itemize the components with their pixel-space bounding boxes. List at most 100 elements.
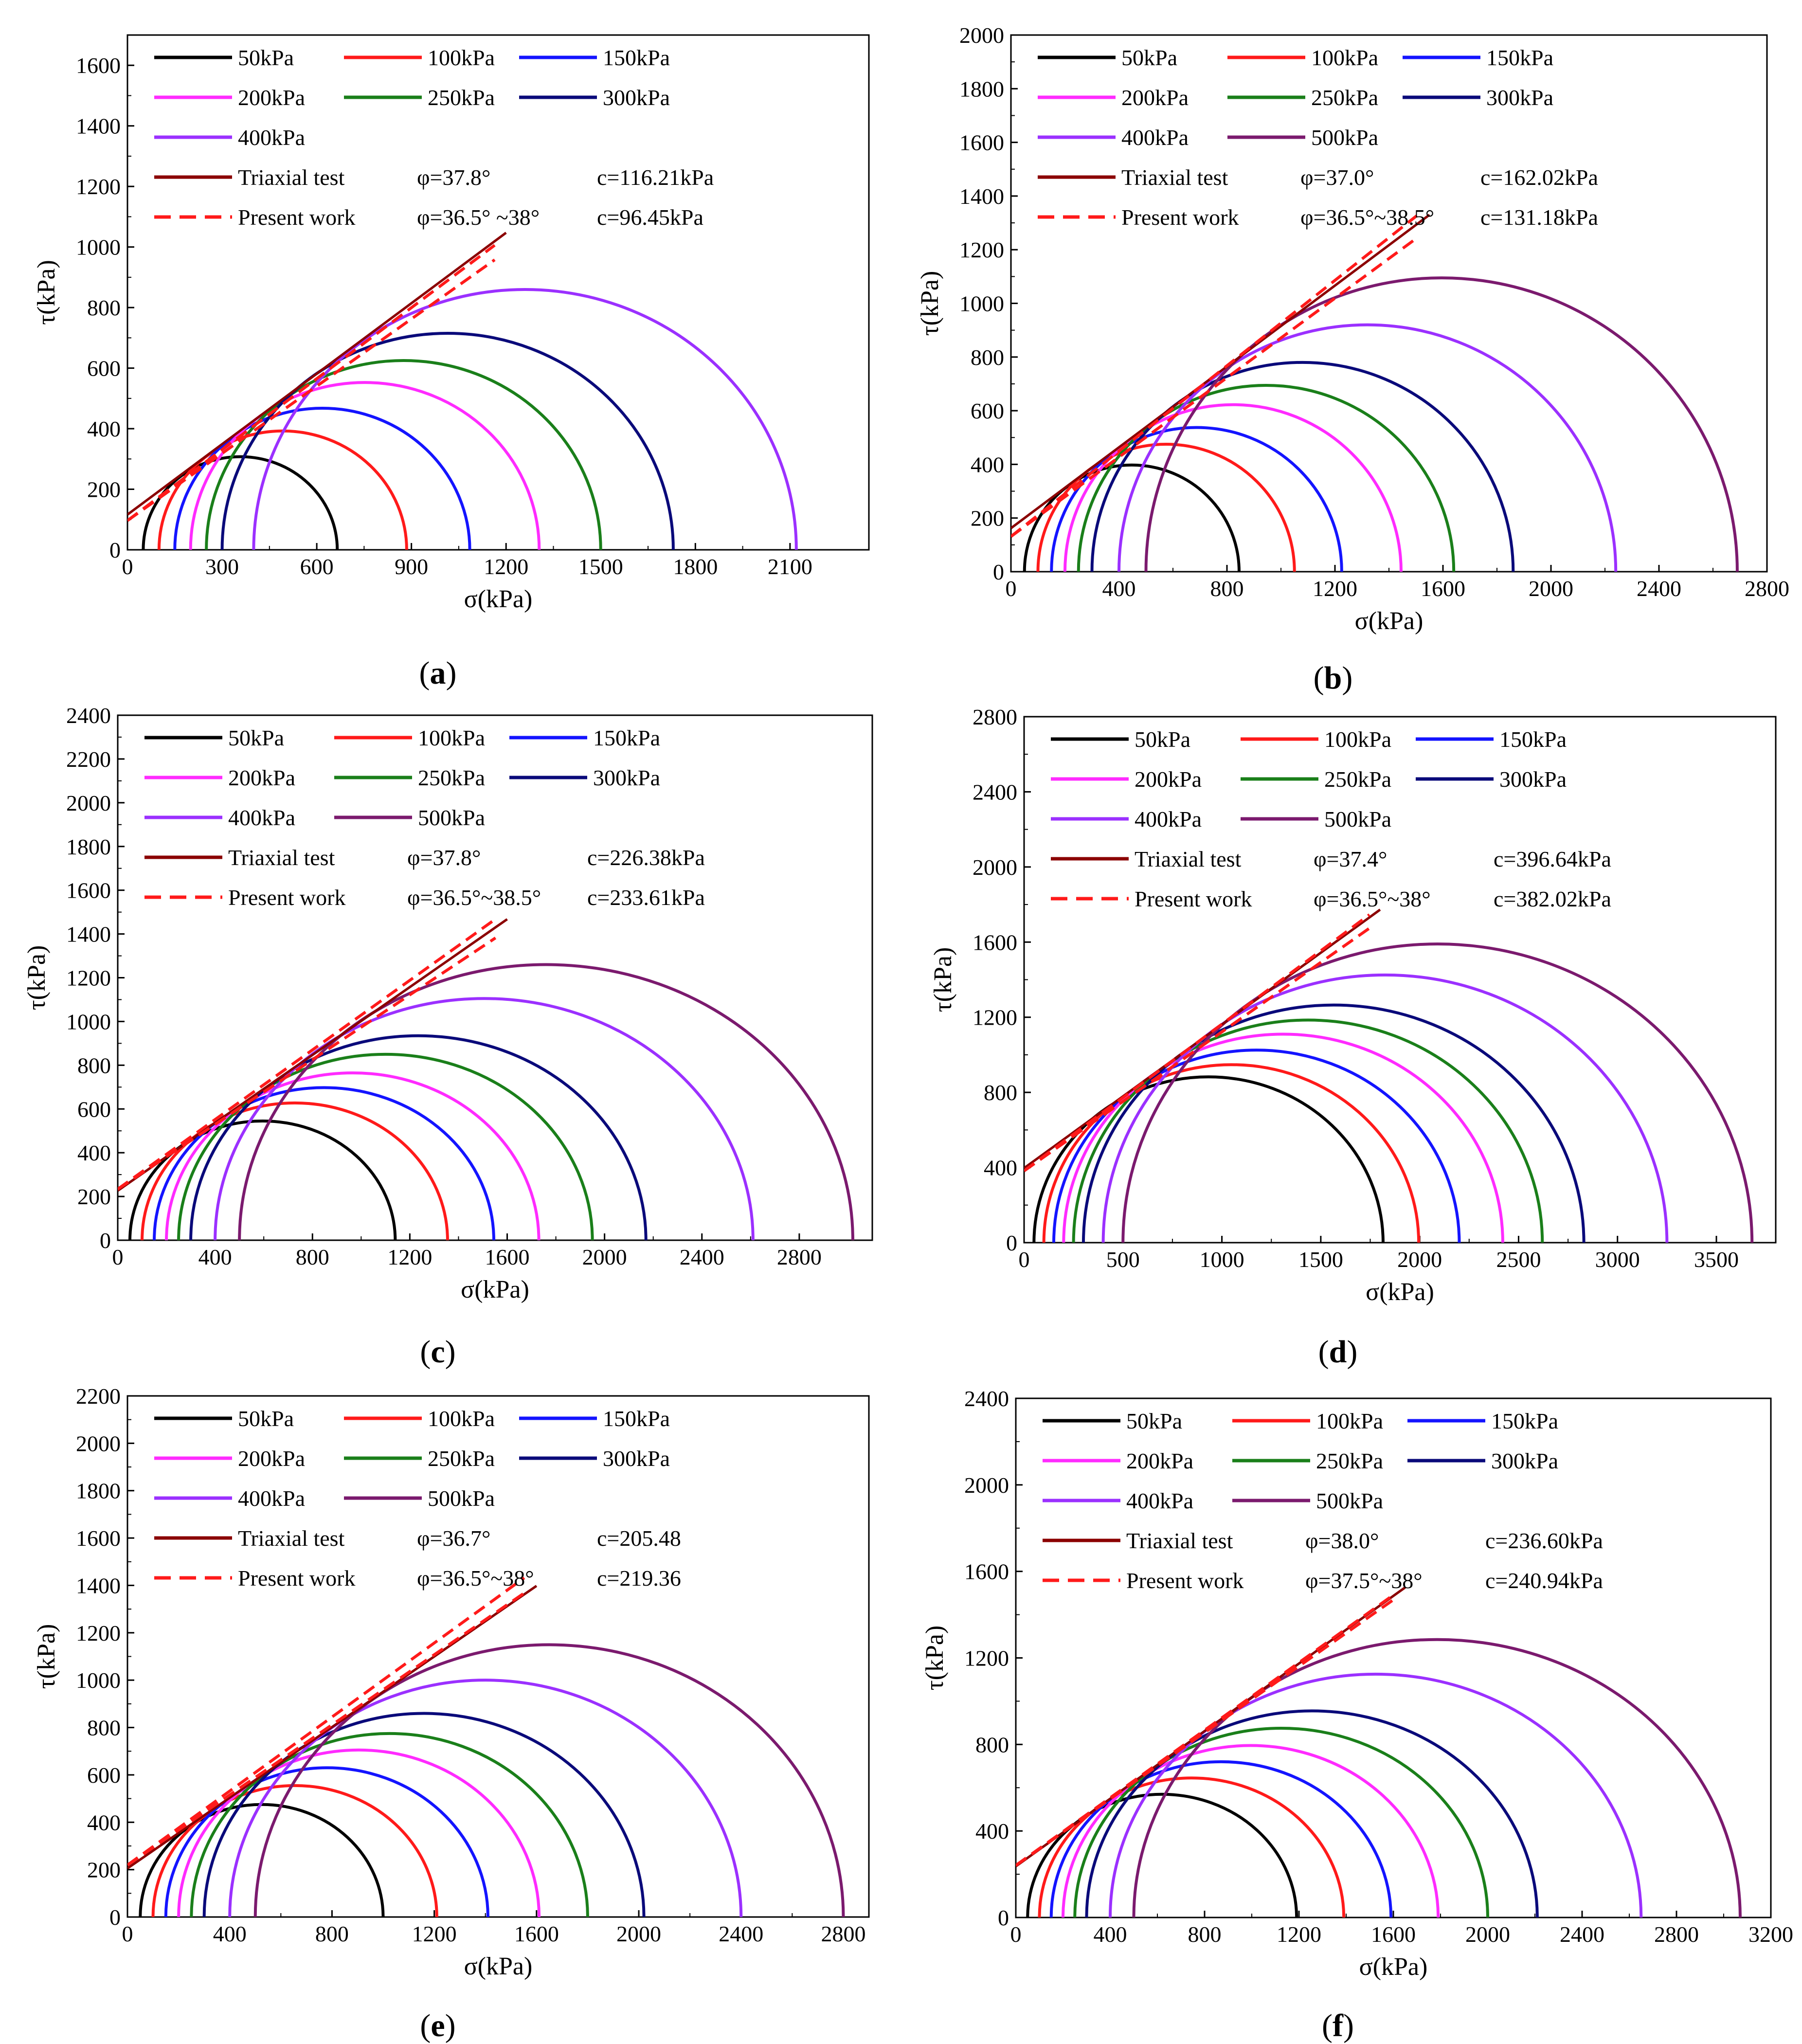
y-tick-label: 0 — [109, 538, 121, 562]
legend: 50kPa 100kPa 150kPa 200kPa 250kPa 300kPa 400kP… — [154, 1406, 681, 1591]
mohr-circle-400kPa — [1109, 1672, 1643, 1917]
mohr-circle-500kPa — [1132, 1638, 1742, 1917]
envelope-triaxial-test — [1011, 214, 1430, 529]
legend-label: 50kPa — [238, 45, 294, 70]
legend-label: 50kPa — [1121, 45, 1177, 70]
legend-label: 150kPa — [1491, 1409, 1558, 1433]
y-tick-label: 1600 — [76, 1526, 121, 1551]
envelope-triaxial-test — [127, 232, 507, 516]
x-tick-label: 1600 — [1421, 576, 1465, 601]
y-tick-label: 1400 — [76, 114, 121, 139]
legend-label: 300kPa — [1499, 767, 1567, 792]
panel-caption: (a) — [419, 655, 457, 691]
envelope-present-work-max — [1011, 214, 1418, 538]
legend: 50kPa 100kPa 150kPa 200kPa 250kPa 300kPa 400kP… — [1038, 45, 1598, 230]
y-tick-label: 1200 — [964, 1646, 1009, 1671]
legend-label: 200kPa — [1126, 1448, 1193, 1473]
y-tick-label: 1000 — [66, 1009, 111, 1034]
y-tick-label: 1800 — [959, 76, 1004, 101]
mohr-circle-100kPa — [157, 429, 408, 550]
y-tick-label: 800 — [87, 1716, 121, 1740]
legend-envelope-c: c=236.60kPa — [1485, 1528, 1603, 1553]
chart-panel-e: 0 400 800 1200 1600 2000 2400 2800 0 200 400 600 800… — [33, 1384, 870, 2044]
legend-label: 300kPa — [603, 85, 670, 110]
y-tick-label: 600 — [77, 1097, 111, 1121]
legend-envelope-phi: φ=37.0° — [1300, 165, 1374, 190]
y-tick-label: 600 — [971, 398, 1004, 423]
caption-close: ) — [1343, 2008, 1354, 2044]
mohr-circle-500kPa — [253, 1643, 845, 1917]
panel-caption: (e) — [420, 2008, 455, 2044]
legend-envelope-phi: φ=37.4° — [1314, 847, 1387, 871]
chart-panel-b: 0 400 800 1200 1600 2000 2400 2800 0 200 400 600 800… — [916, 23, 1789, 696]
mohr-circle-150kPa — [153, 1086, 495, 1240]
y-tick-label: 1600 — [973, 930, 1017, 955]
x-tick-label: 3000 — [1595, 1247, 1640, 1272]
caption-close: ) — [445, 1334, 456, 1370]
legend-envelope-name: Triaxial test — [1126, 1528, 1233, 1553]
plot-frame — [126, 1395, 870, 1918]
legend-envelope-phi: φ=36.7° — [417, 1526, 490, 1551]
x-axis-title: σ(kPa) — [1366, 1278, 1434, 1306]
legend-label: 250kPa — [1324, 767, 1391, 792]
x-tick-label: 2000 — [1397, 1247, 1442, 1272]
plot-frame — [1010, 34, 1768, 573]
y-tick-label: 1800 — [76, 1479, 121, 1503]
legend-envelope-name: Present work — [1126, 1568, 1243, 1593]
mohr-circle-200kPa — [1063, 403, 1403, 572]
mohr-circle-400kPa — [228, 1679, 743, 1917]
mohr-circle-100kPa — [141, 1101, 449, 1240]
y-tick-label: 800 — [77, 1053, 111, 1078]
legend-envelope-c: c=233.61kPa — [587, 885, 705, 910]
mohr-circle-100kPa — [1036, 443, 1296, 572]
x-tick-label: 800 — [315, 1921, 349, 1946]
legend-label: 400kPa — [228, 805, 295, 830]
x-tick-label: 400 — [1094, 1922, 1127, 1947]
envelope-present-work-min — [127, 1592, 525, 1866]
mohr-circle-400kPa — [252, 288, 798, 550]
x-tick-label: 1600 — [1371, 1922, 1416, 1947]
y-tick-label: 1600 — [964, 1559, 1009, 1584]
caption-letter: f — [1333, 2008, 1344, 2044]
x-tick-label: 1000 — [1200, 1247, 1244, 1272]
x-tick-label: 1600 — [514, 1921, 559, 1946]
y-tick-label: 1400 — [959, 184, 1004, 209]
x-tick-label: 900 — [395, 554, 428, 579]
plot-frame — [1015, 1397, 1772, 1918]
legend-envelope-phi: φ=36.5°~38.5° — [1300, 205, 1434, 230]
y-tick-label: 1200 — [973, 1005, 1017, 1030]
legend-label: 300kPa — [603, 1446, 670, 1471]
y-tick-label: 2400 — [973, 779, 1017, 804]
mohr-circle-200kPa — [1062, 1744, 1440, 1917]
legend-label: 100kPa — [1316, 1409, 1383, 1433]
legend-envelope-name: Present work — [1121, 205, 1239, 230]
x-tick-label: 0 — [122, 1921, 133, 1946]
envelope-present-work-min — [118, 937, 497, 1191]
x-tick-label: 2800 — [821, 1921, 865, 1946]
y-axis-title: τ(kPa) — [33, 1624, 60, 1689]
legend-envelope-name: Present work — [228, 885, 345, 910]
legend: 50kPa 100kPa 150kPa 200kPa 250kPa 300kPa 400kP… — [1051, 727, 1611, 911]
x-tick-label: 1200 — [484, 554, 528, 579]
y-tick-label: 800 — [87, 295, 121, 320]
legend-label: 150kPa — [603, 45, 670, 70]
caption-open: ( — [1314, 660, 1324, 696]
caption-open: ( — [420, 1334, 431, 1370]
legend-envelope-phi: φ=36.5°~38° — [1314, 886, 1431, 911]
mohr-circle-150kPa — [173, 407, 471, 550]
x-tick-label: 0 — [1006, 576, 1017, 601]
chart-panel-c: 0 400 800 1200 1600 2000 2400 2800 0 200 400 600 800… — [23, 703, 873, 1370]
legend-label: 100kPa — [1324, 727, 1391, 752]
mohr-circle-300kPa — [1085, 1709, 1539, 1917]
x-tick-label: 1500 — [1298, 1247, 1343, 1272]
caption-letter: c — [431, 1334, 445, 1370]
legend-envelope-c: c=96.45kPa — [597, 205, 703, 230]
y-tick-label: 1600 — [66, 878, 111, 903]
legend-label: 300kPa — [593, 765, 660, 790]
y-tick-label: 2000 — [964, 1473, 1009, 1498]
legend-envelope-name: Present work — [238, 205, 355, 230]
x-axis-title: σ(kPa) — [1355, 607, 1424, 635]
y-tick-label: 0 — [109, 1905, 121, 1930]
y-tick-label: 400 — [971, 452, 1004, 477]
x-tick-label: 0 — [1010, 1922, 1022, 1947]
